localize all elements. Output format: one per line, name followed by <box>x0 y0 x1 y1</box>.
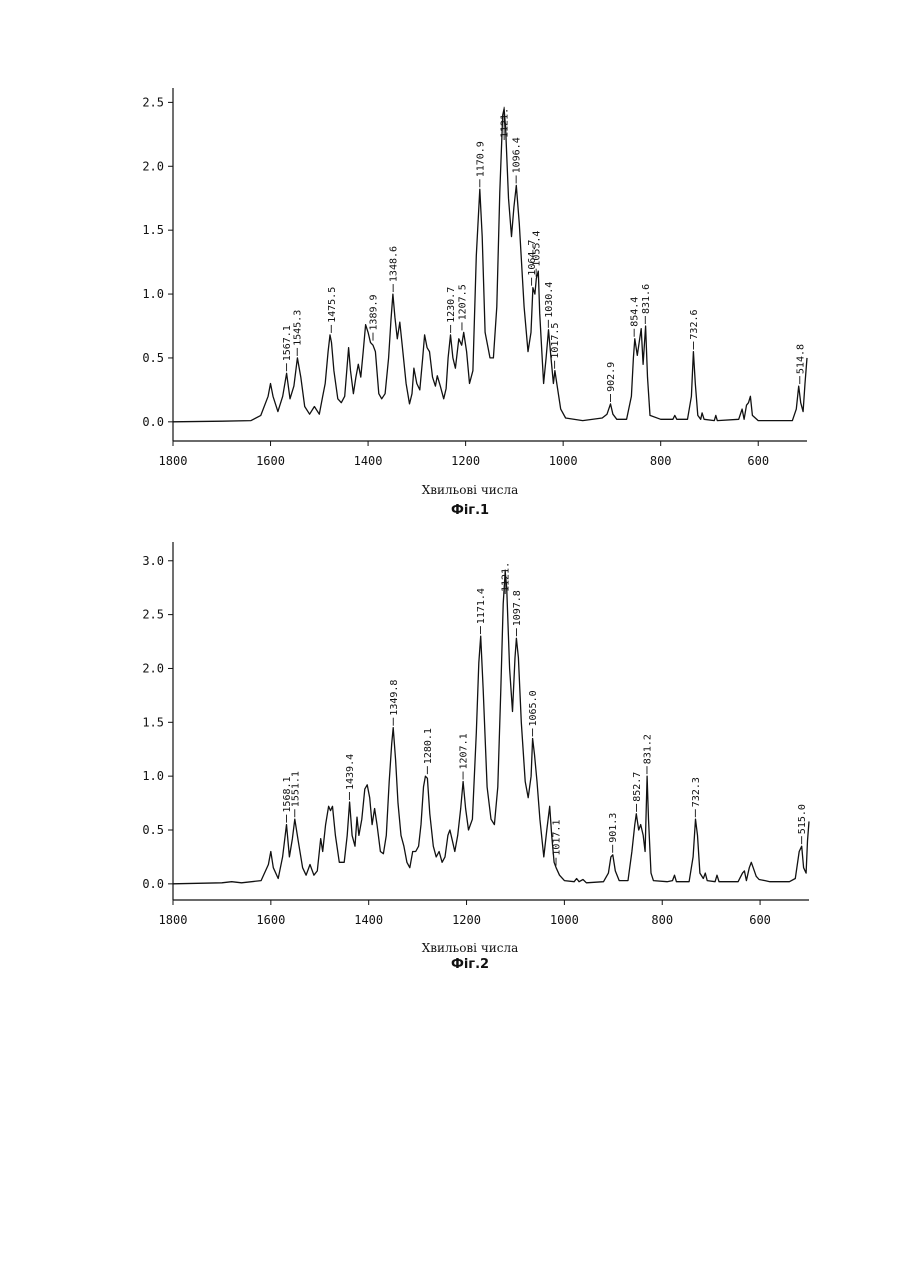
y-tick-label: 3.0 <box>142 554 164 568</box>
peak-label: 1545.3 <box>293 310 304 346</box>
peak-label: 831.2 <box>643 734 654 764</box>
x-tick-label: 600 <box>749 913 771 927</box>
peak-label: 514.8 <box>795 344 806 374</box>
x-tick-label: 1800 <box>159 913 188 927</box>
peak-label: 1030.4 <box>544 282 555 318</box>
y-tick-label: 2.0 <box>142 661 164 675</box>
y-tick-label: 2.0 <box>142 159 164 173</box>
peak-label: 1389.9 <box>369 294 380 330</box>
peak-label: 1207.5 <box>458 284 469 320</box>
peak-label: 732.6 <box>689 309 700 339</box>
y-tick-label: 1.5 <box>142 223 164 237</box>
peak-label: 732.3 <box>691 777 702 807</box>
peak-label: 1348.6 <box>389 246 400 282</box>
peak-label: 1439.4 <box>345 754 356 790</box>
x-axis-label: Хвильові числа <box>125 483 815 497</box>
peak-label: 852.7 <box>632 772 643 802</box>
peak-label: 901.3 <box>608 813 619 843</box>
x-tick-label: 1000 <box>549 454 578 468</box>
peak-label: 1017.1 <box>552 820 563 856</box>
x-tick-label: 1600 <box>256 913 285 927</box>
peak-label: 831.6 <box>641 284 652 314</box>
figure-caption: Фіг.1 <box>125 503 815 518</box>
peak-label: 1121. <box>500 108 511 138</box>
y-tick-label: 2.5 <box>142 95 164 109</box>
y-tick-label: 1.5 <box>142 715 164 729</box>
x-tick-label: 1800 <box>159 454 188 468</box>
y-tick-label: 0.0 <box>142 877 164 891</box>
spectrum-line <box>173 572 809 884</box>
y-tick-label: 2.5 <box>142 608 164 622</box>
figure-2: 0.0 0.5 1.0 1.5 2.0 2.5 3.0 1800 1600 1400 1200 100… <box>125 540 815 970</box>
x-tick-label: 1000 <box>550 913 579 927</box>
peak-label: 1065.0 <box>528 690 539 726</box>
spectrum-chart-2: 0.0 0.5 1.0 1.5 2.0 2.5 3.0 1800 1600 1400 1200 100… <box>125 540 815 940</box>
peak-label: 1349.8 <box>389 680 400 716</box>
peak-label: 902.9 <box>606 362 617 392</box>
y-tick-label: 1.0 <box>142 287 164 301</box>
peak-label: 854.4 <box>630 297 641 327</box>
peak-label: 1230.7 <box>446 287 457 323</box>
y-tick-label: 0.5 <box>142 351 164 365</box>
x-tick-label: 1200 <box>452 913 481 927</box>
x-axis-label: Хвильові числа <box>125 941 815 955</box>
y-tick-label: 0.0 <box>142 415 164 429</box>
x-tick-label: 800 <box>651 913 673 927</box>
peak-label: 1096.4 <box>512 137 523 173</box>
peak-label: 1567.1 <box>282 325 293 361</box>
y-tick-label: 0.5 <box>142 823 164 837</box>
x-tick-label: 1400 <box>354 913 383 927</box>
x-tick-label: 600 <box>747 454 769 468</box>
peak-label: 1551.1 <box>290 771 301 807</box>
x-tick-label: 1600 <box>256 454 285 468</box>
peak-label: 1121. <box>501 562 512 592</box>
peak-label: 1171.4 <box>476 588 487 624</box>
y-tick-label: 1.0 <box>142 769 164 783</box>
peak-label: 1207.1 <box>459 733 470 769</box>
peak-label: 1097.8 <box>512 590 523 626</box>
x-tick-label: 1400 <box>354 454 383 468</box>
peak-label: 1170.9 <box>475 141 486 177</box>
peak-label: 1017.5 <box>550 323 561 359</box>
figure-caption: Фіг.2 <box>125 957 815 972</box>
x-tick-label: 1200 <box>451 454 480 468</box>
peak-label: 515.0 <box>797 804 808 834</box>
peak-label: 1280.1 <box>423 728 434 764</box>
x-tick-label: 800 <box>650 454 672 468</box>
spectrum-line <box>173 109 807 422</box>
figure-1: 0.0 0.5 1.0 1.5 2.0 2.5 1800 1600 1400 1200 1000 80… <box>125 80 815 520</box>
spectrum-chart-1: 0.0 0.5 1.0 1.5 2.0 2.5 1800 1600 1400 1200 1000 80… <box>125 80 815 480</box>
peak-label: 1475.5 <box>327 287 338 323</box>
peak-label: 1055.4 <box>532 231 543 267</box>
